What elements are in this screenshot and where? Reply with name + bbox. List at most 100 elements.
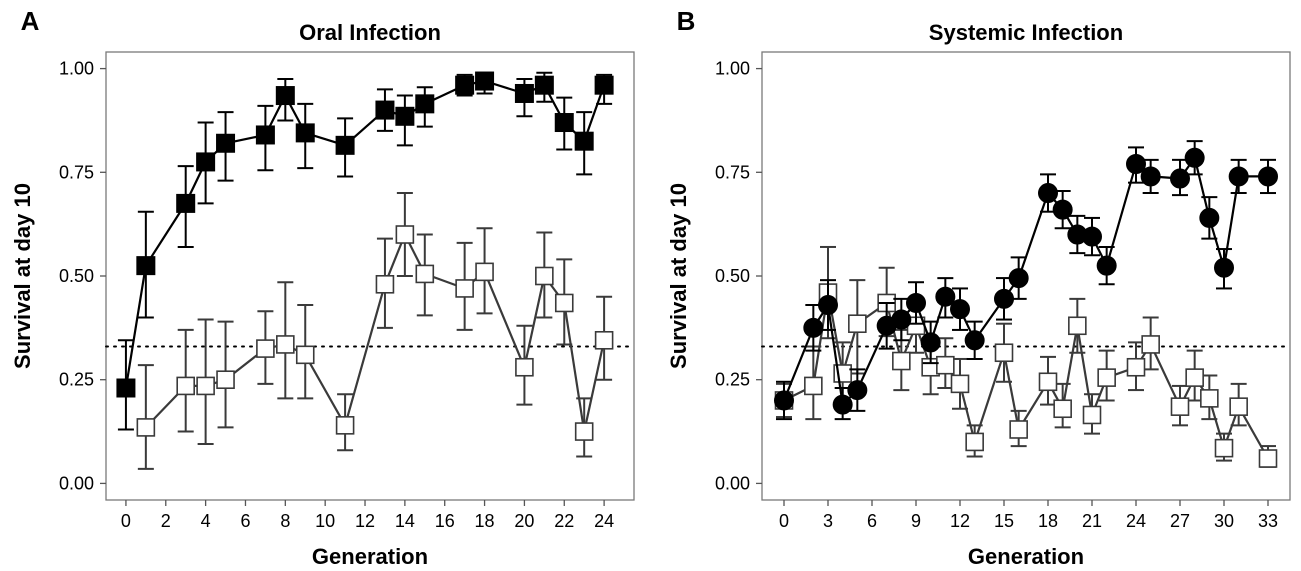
data-point xyxy=(891,309,912,330)
data-point xyxy=(574,131,594,151)
x-tick-label: 2 xyxy=(161,511,171,531)
data-point xyxy=(1052,199,1073,220)
x-tick-label: 10 xyxy=(315,511,335,531)
data-point xyxy=(136,418,156,437)
data-point xyxy=(534,75,554,95)
series-open-square xyxy=(136,192,614,470)
x-tick-label: 18 xyxy=(1038,511,1058,531)
chart-title: Systemic Infection xyxy=(929,20,1123,45)
data-point xyxy=(774,390,794,411)
data-point xyxy=(832,394,853,415)
data-point xyxy=(395,225,415,244)
data-point xyxy=(920,332,941,353)
x-tick-label: 33 xyxy=(1258,511,1278,531)
data-point xyxy=(964,330,985,351)
data-point xyxy=(1053,399,1072,419)
data-point xyxy=(256,339,275,358)
data-point xyxy=(415,94,435,114)
x-tick-label: 20 xyxy=(514,511,534,531)
data-point xyxy=(455,279,474,298)
y-tick-label: 0.00 xyxy=(59,473,94,493)
data-point xyxy=(1199,207,1220,228)
x-tick-label: 8 xyxy=(280,511,290,531)
data-point xyxy=(255,125,275,145)
y-axis-label: Survival at day 10 xyxy=(10,183,35,369)
data-point xyxy=(965,432,984,452)
x-tick-label: 22 xyxy=(554,511,574,531)
x-tick-label: 6 xyxy=(240,511,250,531)
series-line xyxy=(124,79,606,389)
x-tick-label: 12 xyxy=(950,511,970,531)
x-tick-label: 24 xyxy=(594,511,614,531)
data-point xyxy=(554,293,574,313)
data-point xyxy=(1228,166,1249,187)
data-point xyxy=(475,71,495,91)
data-point xyxy=(455,75,475,95)
data-point xyxy=(335,416,355,435)
data-point xyxy=(906,292,926,313)
data-point xyxy=(1229,397,1248,416)
data-point xyxy=(1140,166,1161,187)
data-point xyxy=(276,335,295,354)
chart-title: Oral Infection xyxy=(299,20,441,45)
data-point xyxy=(804,376,823,396)
y-axis-label: Survival at day 10 xyxy=(666,183,691,369)
data-point xyxy=(1184,147,1205,168)
data-point xyxy=(295,345,315,365)
data-point xyxy=(1170,397,1190,416)
data-point xyxy=(1008,268,1029,289)
data-point xyxy=(892,351,911,371)
data-point xyxy=(594,330,614,350)
data-point xyxy=(848,314,867,334)
data-point xyxy=(116,378,136,398)
data-point xyxy=(275,86,295,106)
data-point xyxy=(936,355,955,375)
x-tick-label: 12 xyxy=(355,511,375,531)
data-point xyxy=(994,343,1014,363)
data-point xyxy=(335,135,355,155)
data-point xyxy=(176,376,195,396)
x-tick-label: 21 xyxy=(1082,511,1102,531)
data-point xyxy=(1082,226,1102,247)
data-point xyxy=(514,83,534,103)
x-tick-label: 16 xyxy=(435,511,455,531)
data-point xyxy=(515,357,534,377)
data-point xyxy=(1200,389,1219,408)
x-tick-label: 6 xyxy=(867,511,877,531)
data-point xyxy=(950,374,970,394)
data-point xyxy=(375,100,395,120)
y-tick-label: 0.75 xyxy=(59,162,94,182)
data-point xyxy=(935,286,956,307)
data-point xyxy=(818,295,838,316)
x-tick-label: 15 xyxy=(994,511,1014,531)
data-point xyxy=(216,370,235,390)
data-point xyxy=(1126,357,1146,377)
x-tick-label: 14 xyxy=(395,511,415,531)
data-point xyxy=(1097,368,1116,387)
data-point xyxy=(1038,372,1058,392)
data-point xyxy=(475,262,494,282)
data-point xyxy=(295,123,315,143)
data-point xyxy=(196,152,216,172)
panel-label: B xyxy=(677,6,696,36)
y-tick-label: 0.25 xyxy=(59,370,94,390)
data-point xyxy=(1141,335,1160,354)
data-point xyxy=(1126,154,1146,174)
x-tick-label: 4 xyxy=(201,511,211,531)
data-point xyxy=(1082,405,1102,425)
data-point xyxy=(1096,255,1117,276)
y-tick-label: 0.75 xyxy=(715,162,750,182)
data-point xyxy=(594,75,614,95)
x-axis-label: Generation xyxy=(968,544,1084,569)
data-point xyxy=(216,133,236,153)
x-tick-label: 30 xyxy=(1214,511,1234,531)
error-bar xyxy=(137,364,154,470)
data-point xyxy=(1258,166,1278,187)
data-point xyxy=(1214,438,1234,458)
data-point xyxy=(1214,257,1234,278)
data-point xyxy=(554,113,574,133)
data-point xyxy=(1185,368,1204,387)
y-tick-label: 1.00 xyxy=(59,59,94,79)
y-tick-label: 0.25 xyxy=(715,370,750,390)
x-tick-label: 9 xyxy=(911,511,921,531)
